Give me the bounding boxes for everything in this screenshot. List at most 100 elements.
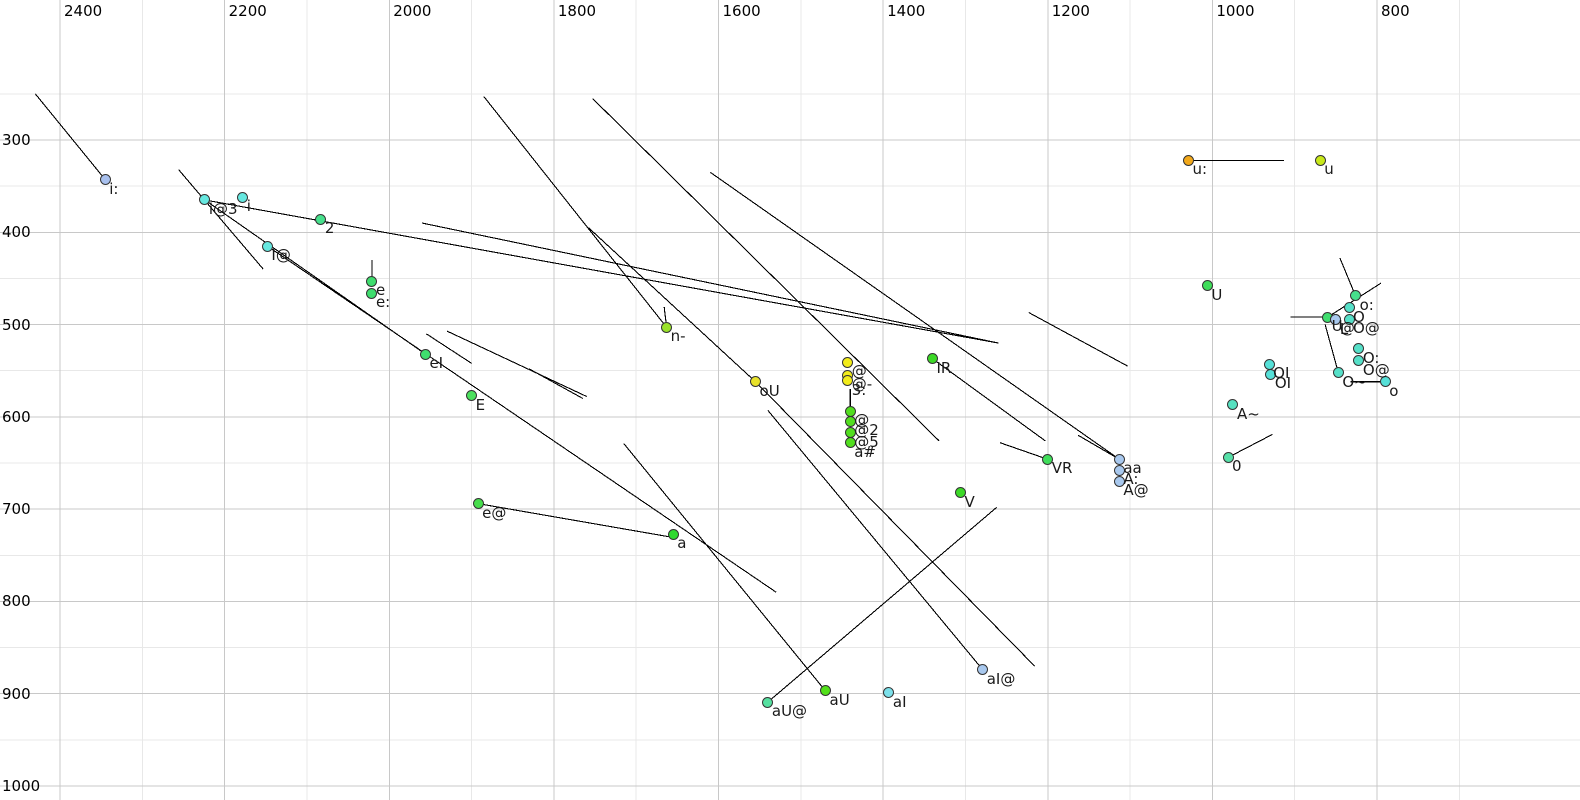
data-point[interactable]: [1314, 154, 1326, 166]
data-point[interactable]: [750, 376, 762, 388]
data-point-label: A:: [1123, 470, 1139, 489]
data-point[interactable]: [366, 275, 378, 287]
data-point-label: V: [964, 492, 975, 511]
data-point[interactable]: [842, 375, 854, 387]
data-point[interactable]: [977, 664, 989, 676]
data-point-label: A~: [1236, 404, 1260, 423]
y-tick-label: 800: [2, 592, 31, 611]
data-point[interactable]: [927, 353, 938, 365]
data-point[interactable]: [820, 685, 831, 697]
data-point[interactable]: [1353, 343, 1365, 355]
data-point-label: oU: [759, 381, 780, 400]
data-point-label: i:: [109, 179, 119, 198]
data-point-label: 3:: [851, 380, 867, 399]
data-point-label: 0: [1232, 457, 1242, 476]
data-point[interactable]: [315, 213, 327, 225]
data-point-label: aa: [1123, 459, 1142, 478]
data-point[interactable]: [1113, 464, 1125, 476]
data-point[interactable]: [1343, 313, 1355, 325]
data-point[interactable]: [1113, 475, 1125, 487]
y-tick-label: 700: [2, 500, 31, 519]
data-point[interactable]: [1183, 154, 1194, 166]
y-tick-label: 300: [2, 131, 31, 149]
data-point[interactable]: [1042, 453, 1054, 465]
x-tick-label: 2000: [393, 2, 432, 20]
data-point[interactable]: [661, 321, 673, 333]
data-point[interactable]: [1343, 302, 1355, 314]
data-point[interactable]: [844, 415, 856, 427]
data-point-label: e@: [482, 503, 507, 522]
data-point[interactable]: [667, 528, 679, 540]
data-point-label: a#: [854, 442, 876, 461]
data-point[interactable]: [199, 194, 211, 206]
data-point-label: VR: [1051, 459, 1073, 478]
x-tick-label: 2400: [64, 2, 103, 20]
y-tick-label: 900: [2, 684, 31, 703]
data-point[interactable]: [366, 287, 378, 299]
x-tick-label: 1200: [1051, 2, 1090, 20]
data-point[interactable]: [466, 390, 478, 402]
data-point[interactable]: [1350, 290, 1362, 302]
data-point-label: aI@: [986, 669, 1016, 688]
x-tick-label: 800: [1381, 2, 1410, 20]
data-point[interactable]: [1201, 280, 1213, 292]
data-point-label: u:: [1192, 160, 1208, 179]
x-tick-label: 1800: [557, 2, 597, 20]
data-point-label: aU: [829, 690, 850, 709]
data-point[interactable]: [237, 191, 249, 203]
data-point-label: @: [1339, 319, 1355, 338]
x-tick-label: 1600: [722, 2, 761, 20]
data-point-label: @-: [851, 375, 873, 394]
data-point[interactable]: [1330, 314, 1342, 326]
trajectory-lines: [34, 93, 1386, 703]
data-point-label: u: [1324, 160, 1334, 179]
data-point-label: eI: [429, 354, 444, 373]
data-point[interactable]: [1227, 399, 1239, 411]
data-point-label: L: [1339, 319, 1349, 338]
data-point-label: A@: [1123, 481, 1149, 500]
data-point-label: I@: [271, 246, 291, 265]
y-tick-label: 400: [2, 223, 31, 242]
data-point-label: e:: [375, 293, 391, 312]
data-point-label: 2: [324, 219, 335, 238]
data-point-label: i: [246, 197, 251, 216]
data-point-label: OI: [1274, 374, 1292, 393]
data-point-label: aI: [892, 692, 907, 711]
data-point-label: aU@: [771, 702, 808, 721]
data-point-label: U: [1331, 317, 1343, 336]
data-point-label: O~: [1342, 372, 1367, 391]
data-point[interactable]: [844, 437, 856, 449]
data-point[interactable]: [261, 240, 273, 252]
data-point-label: U: [1211, 285, 1223, 304]
data-point[interactable]: [883, 687, 895, 699]
data-point[interactable]: [842, 356, 854, 368]
data-point[interactable]: [762, 696, 774, 708]
data-point[interactable]: [99, 174, 111, 186]
data-point[interactable]: [1113, 453, 1125, 465]
data-point[interactable]: [419, 348, 431, 360]
data-point-label: O:: [1362, 348, 1380, 367]
data-point[interactable]: [1379, 376, 1391, 388]
data-point-label: @5: [854, 432, 879, 451]
y-tick-label: 600: [2, 407, 31, 426]
data-point-label: o: [1389, 381, 1399, 400]
data-point[interactable]: [1353, 355, 1365, 367]
data-point-label: OI: [1273, 364, 1290, 383]
data-point-label: a: [677, 534, 687, 553]
data-point-label: @: [851, 362, 867, 381]
x-tick-label: 1400: [887, 2, 926, 20]
data-point[interactable]: [1263, 358, 1275, 370]
y-tick-label: 500: [2, 315, 31, 334]
data-point-label: IR: [936, 358, 952, 377]
data-point-label: i@3: [208, 199, 238, 218]
data-point[interactable]: [1222, 451, 1234, 463]
data-point[interactable]: [954, 487, 966, 499]
data-point[interactable]: [1332, 367, 1344, 379]
data-point-label: E: [475, 395, 486, 414]
data-point-label: e: [375, 281, 386, 300]
x-tick-label: 2200: [228, 2, 267, 20]
data-point[interactable]: [472, 498, 484, 510]
